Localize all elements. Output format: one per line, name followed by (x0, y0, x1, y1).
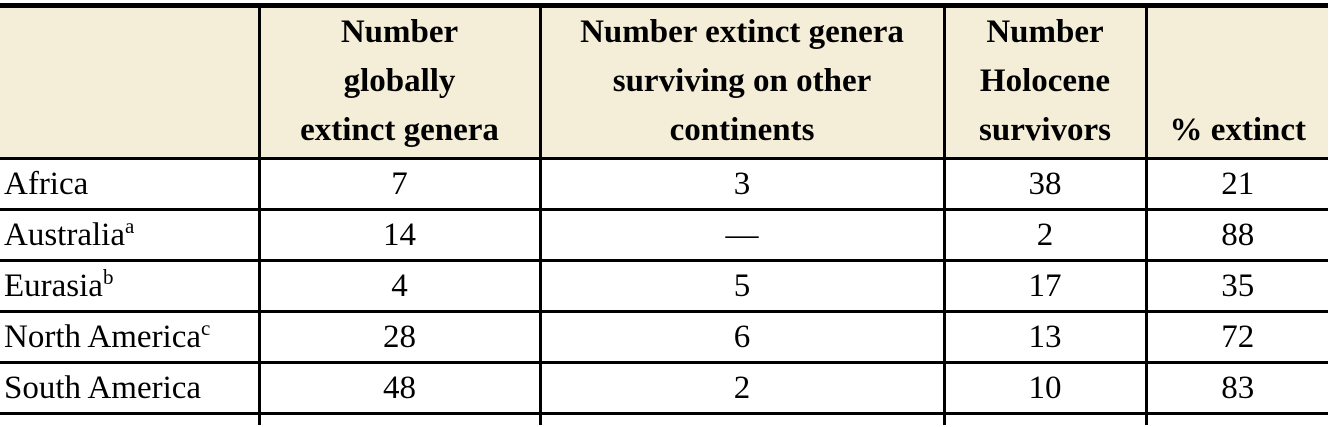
header-line: Number (340, 14, 459, 50)
value-globally-extinct: 28 (257, 311, 540, 364)
stub-cell (538, 413, 944, 425)
stub-cell (0, 413, 259, 425)
corner-cell (0, 5, 259, 160)
header-line: Number (986, 14, 1104, 50)
value-holocene-survivors: 10 (942, 362, 1146, 415)
value-holocene-survivors: 2 (942, 209, 1146, 262)
header-line: % extinct (1169, 112, 1307, 148)
value-percent-extinct: 72 (1144, 311, 1328, 364)
region-cell: Australiaa (0, 209, 259, 262)
table-header: Number globally extinct genera Number ex… (0, 5, 1328, 160)
header-line: extinct genera (300, 112, 499, 148)
header-line: Number extinct genera (580, 14, 904, 50)
value-globally-extinct: 7 (257, 158, 540, 211)
col-header-surviving-other-continents: Number extinct genera surviving on other… (538, 5, 944, 160)
value-percent-extinct: 83 (1144, 362, 1328, 415)
value-holocene-survivors: 38 (942, 158, 1146, 211)
value-percent-extinct: 35 (1144, 260, 1328, 313)
value-globally-extinct: 48 (257, 362, 540, 415)
col-header-percent-extinct: % extinct (1144, 5, 1328, 160)
value-globally-extinct: 4 (257, 260, 540, 313)
region-cell: North Americac (0, 311, 259, 364)
stub-cell (942, 413, 1146, 425)
footnote-marker: b (102, 265, 114, 289)
value-surviving-other: — (538, 209, 944, 262)
header-line: Holocene (979, 63, 1111, 99)
value-surviving-other: 6 (538, 311, 944, 364)
extinct-genera-table: Number globally extinct genera Number ex… (0, 3, 1328, 425)
footnote-marker: c (201, 316, 211, 340)
value-surviving-other: 3 (538, 158, 944, 211)
region-cell: Africa (0, 158, 259, 211)
header-line: continents (669, 112, 815, 148)
region-label: Africa (4, 166, 89, 202)
header-row: Number globally extinct genera Number ex… (0, 5, 1328, 160)
table-row-north-america: North Americac 28 6 13 72 (0, 311, 1328, 364)
value-holocene-survivors: 13 (942, 311, 1146, 364)
table-row-australia: Australiaa 14 — 2 88 (0, 209, 1328, 262)
header-line: survivors (979, 112, 1111, 148)
region-label: Australia (4, 217, 125, 253)
region-cell: Eurasiab (0, 260, 259, 313)
header-line: surviving on other (612, 63, 872, 99)
table-row-south-america: South America 48 2 10 83 (0, 362, 1328, 415)
header-line: globally (343, 63, 456, 99)
table-edge-stub (0, 413, 1328, 425)
stub-cell (1144, 413, 1328, 425)
stub-cell (257, 413, 540, 425)
table-row-africa: Africa 7 3 38 21 (0, 158, 1328, 211)
value-percent-extinct: 21 (1144, 158, 1328, 211)
value-globally-extinct: 14 (257, 209, 540, 262)
value-percent-extinct: 88 (1144, 209, 1328, 262)
footnote-marker: a (124, 214, 135, 238)
value-surviving-other: 2 (538, 362, 944, 415)
region-label: North America (4, 319, 202, 355)
table-row-eurasia: Eurasiab 4 5 17 35 (0, 260, 1328, 313)
table-body: Africa 7 3 38 21 Australiaa 14 — 2 88 Eu… (0, 158, 1328, 425)
value-holocene-survivors: 17 (942, 260, 1146, 313)
region-cell: South America (0, 362, 259, 415)
value-surviving-other: 5 (538, 260, 944, 313)
region-label: South America (4, 370, 202, 406)
region-label: Eurasia (4, 268, 103, 304)
col-header-globally-extinct: Number globally extinct genera (257, 5, 540, 160)
col-header-holocene-survivors: Number Holocene survivors (942, 5, 1146, 160)
